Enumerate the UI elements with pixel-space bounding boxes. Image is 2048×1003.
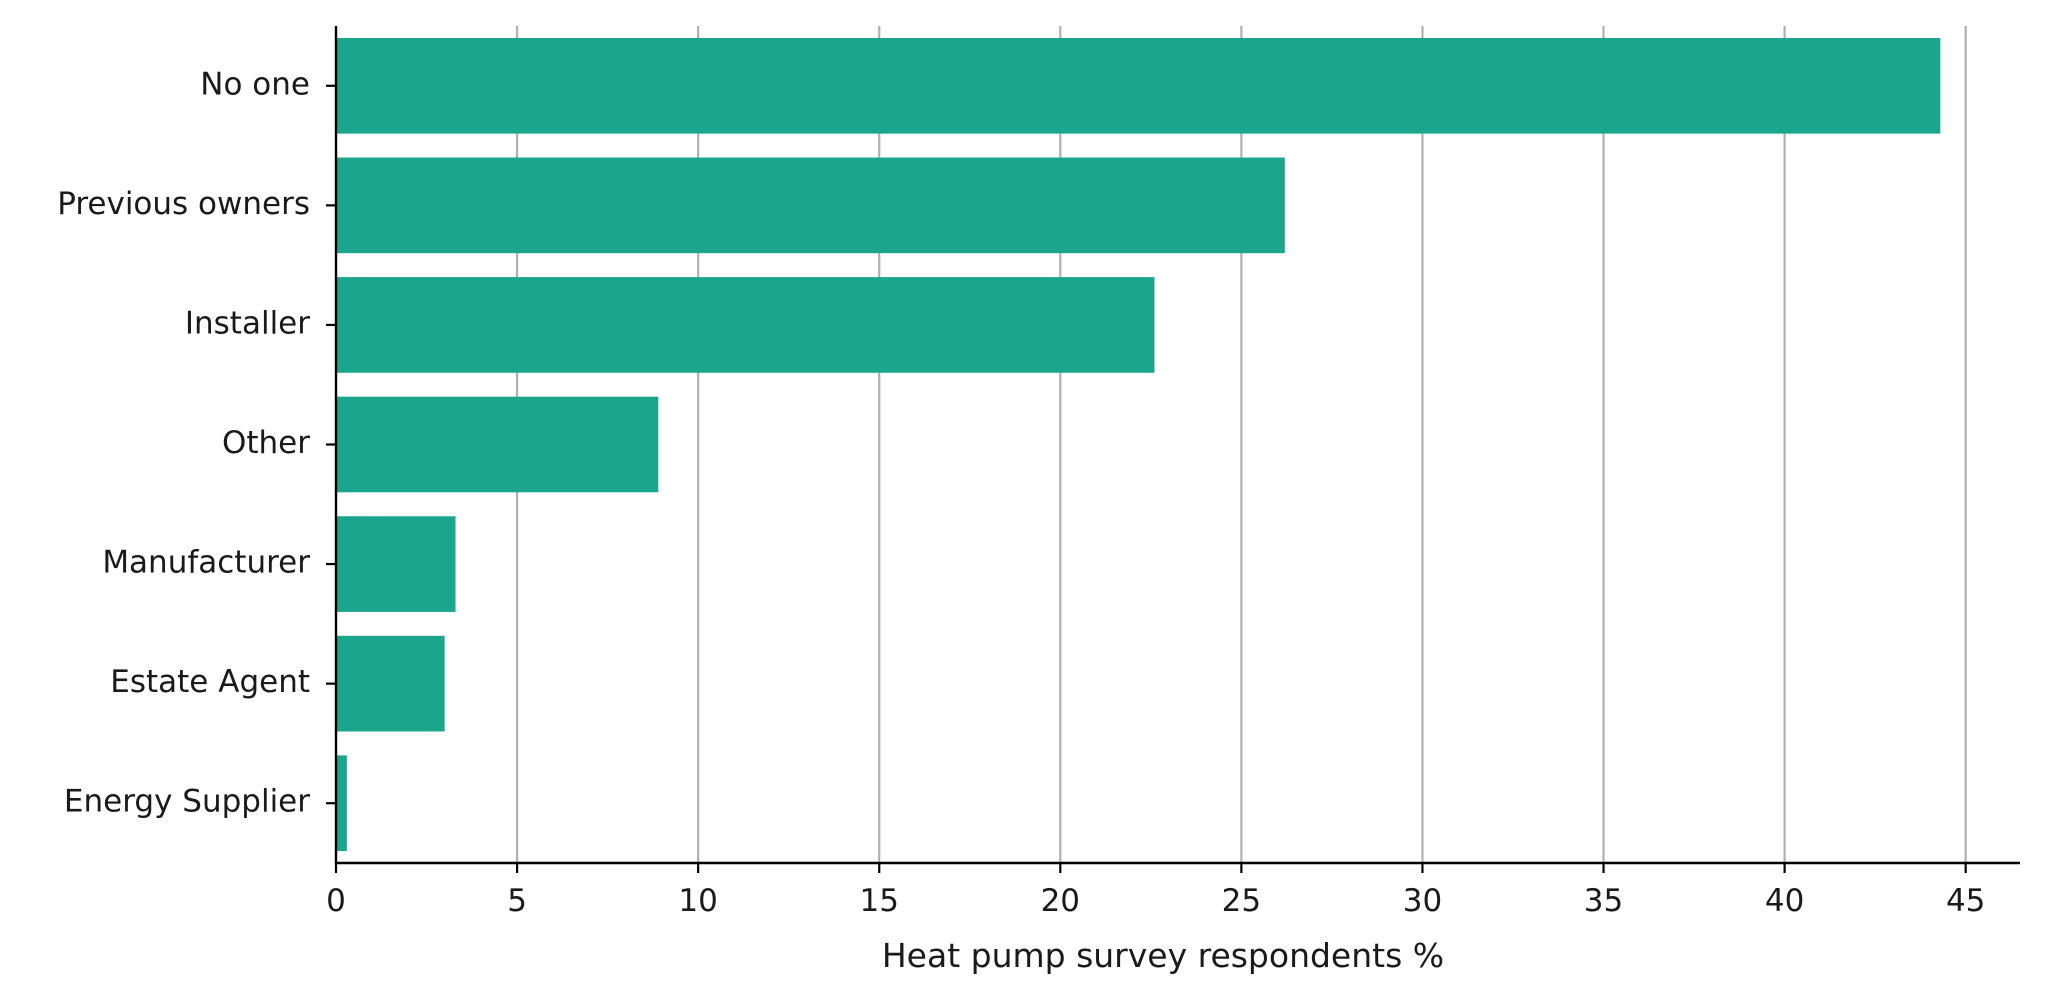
bars (336, 37, 1941, 852)
x-tick-label: 30 (1403, 883, 1442, 919)
bar-estate-agent (336, 635, 445, 732)
bar-manufacturer (336, 516, 456, 612)
x-tick-label: 25 (1222, 883, 1261, 919)
x-tick-label: 5 (507, 883, 527, 919)
bar-no-one (336, 37, 1941, 134)
x-tick-label: 35 (1584, 883, 1623, 919)
y-tick-label: Energy Supplier (64, 784, 310, 820)
y-tick-label: Installer (185, 305, 310, 341)
y-tick-label: Previous owners (57, 186, 310, 222)
grid-lines (515, 26, 1967, 863)
y-tick-label: Estate Agent (110, 664, 310, 700)
x-tick-label: 10 (678, 883, 717, 919)
x-tick-label: 45 (1946, 883, 1985, 919)
x-axis-title: Heat pump survey respondents % (882, 936, 1444, 975)
x-tick-label: 0 (326, 883, 346, 919)
y-tick-label: Manufacturer (102, 545, 310, 581)
x-tick-label: 40 (1765, 883, 1804, 919)
bar-other (336, 396, 659, 493)
bar-previous-owners (336, 157, 1285, 254)
y-tick-label: Other (222, 425, 310, 461)
x-tick-label: 20 (1041, 883, 1080, 919)
bar-energy-supplier (336, 755, 347, 852)
bar-installer (336, 277, 1155, 373)
y-tick-label: No one (200, 66, 310, 102)
axes (326, 26, 2020, 873)
x-tick-label: 15 (859, 883, 898, 919)
tick-labels: No one Previous owners Installer Other Manuf… (57, 66, 1985, 919)
